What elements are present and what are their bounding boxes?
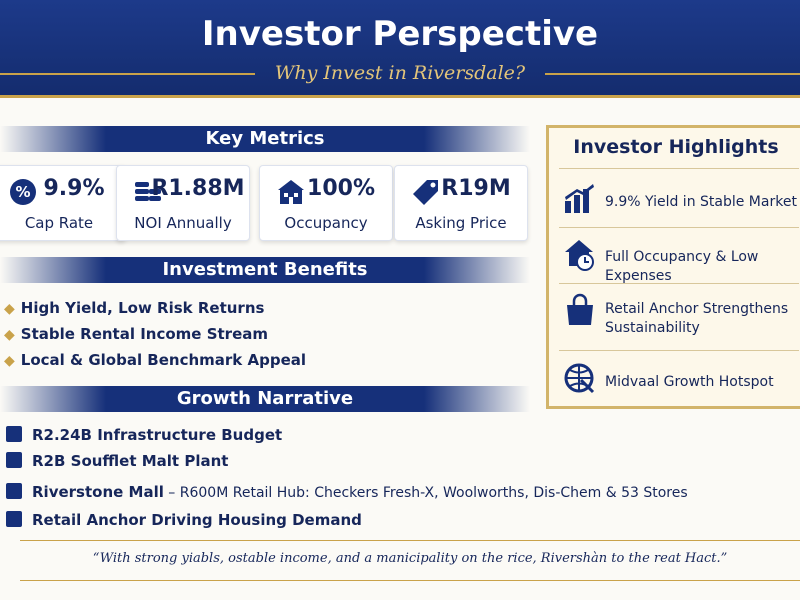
separator	[559, 283, 799, 284]
home-icon	[565, 240, 594, 271]
highlight-text: 9.9% Yield in Stable Market	[605, 194, 797, 210]
highlight-text: Midvaal Growth Hotspot	[605, 374, 774, 390]
metric-card: R1.88M NOI Annually	[116, 165, 250, 241]
benefit-item: ◆ High Yield, Low Risk Returns	[4, 299, 264, 317]
quote: “With strong yiabls, ostable income, and…	[92, 551, 728, 566]
separator	[559, 227, 799, 228]
highlight-text: Retail Anchor Strengthens Sustainability	[605, 301, 789, 336]
bag-icon	[567, 293, 593, 325]
globe-icon	[564, 363, 595, 394]
building-icon	[278, 180, 304, 204]
separator	[559, 350, 799, 351]
divider	[0, 73, 255, 75]
section-banner: Growth Narrative	[0, 386, 530, 412]
highlight-text: Full Occupancy & Low Expenses	[605, 249, 759, 284]
growth-bold: Riverstone Mall	[32, 483, 164, 501]
metric-label: Asking Price	[415, 214, 507, 232]
section-banner: Investment Benefits	[0, 257, 530, 283]
section-title: Investment Benefits	[162, 259, 368, 280]
coins-icon	[135, 182, 161, 201]
chart-icon	[565, 184, 594, 213]
growth-icon	[6, 426, 22, 442]
header	[0, 0, 800, 98]
bullet: ◆	[4, 327, 15, 343]
growth-icon	[6, 483, 22, 499]
growth-bold: R2B Soufflet Malt Plant	[32, 452, 229, 470]
section-title: Key Metrics	[205, 128, 325, 149]
metric-value: R1.88M	[151, 176, 245, 201]
growth-text: – R600M Retail Hub: Checkers Fresh-X, Wo…	[163, 485, 688, 501]
metric-label: Cap Rate	[24, 214, 94, 232]
panel-title: Investor Highlights	[573, 136, 779, 158]
svg-text:%: %	[15, 183, 30, 201]
section-banner: Key Metrics	[0, 126, 530, 152]
divider	[545, 73, 800, 75]
benefit-item: ◆ Local & Global Benchmark Appeal	[4, 351, 306, 369]
divider	[20, 540, 800, 541]
growth-icon	[6, 452, 22, 468]
benefit-text: High Yield, Low Risk Returns	[20, 299, 265, 317]
page-subtitle: Why Invest in Riversdale?	[274, 62, 526, 84]
growth-bold: R2.24B Infrastructure Budget	[32, 426, 283, 444]
growth-bold: Retail Anchor Driving Housing Demand	[32, 511, 362, 529]
divider	[20, 580, 800, 581]
section-title: Growth Narrative	[176, 388, 354, 409]
metric-value: 100%	[307, 176, 375, 201]
highlights-panel: Investor Highlights 9.9% Yield in Stable…	[546, 125, 800, 409]
growth-item: R2B Soufflet Malt Plant	[6, 452, 228, 470]
metric-value: R19M	[441, 176, 511, 201]
metric-value: 9.9%	[43, 176, 105, 201]
benefit-text: Stable Rental Income Stream	[20, 325, 268, 343]
metric-card: % 9.9% Cap Rate	[0, 165, 126, 241]
bullet: ◆	[4, 301, 15, 317]
growth-icon	[6, 511, 22, 527]
page-title: Investor Perspective	[201, 14, 599, 54]
separator	[559, 168, 799, 169]
metric-label: Occupancy	[284, 214, 368, 232]
bullet: ◆	[4, 353, 15, 369]
metric-label: NOI Annually	[134, 214, 232, 232]
growth-item: Retail Anchor Driving Housing Demand	[6, 511, 362, 529]
metric-card: R19M Asking Price	[394, 165, 528, 241]
benefit-item: ◆ Stable Rental Income Stream	[4, 325, 268, 343]
growth-item: R2.24B Infrastructure Budget	[6, 426, 282, 444]
percent-icon: %	[10, 179, 36, 205]
metric-card: 100% Occupancy	[259, 165, 393, 241]
benefit-text: Local & Global Benchmark Appeal	[20, 351, 307, 369]
growth-item: Riverstone Mall – R600M Retail Hub: Chec…	[6, 483, 688, 501]
tag-icon	[413, 180, 438, 205]
